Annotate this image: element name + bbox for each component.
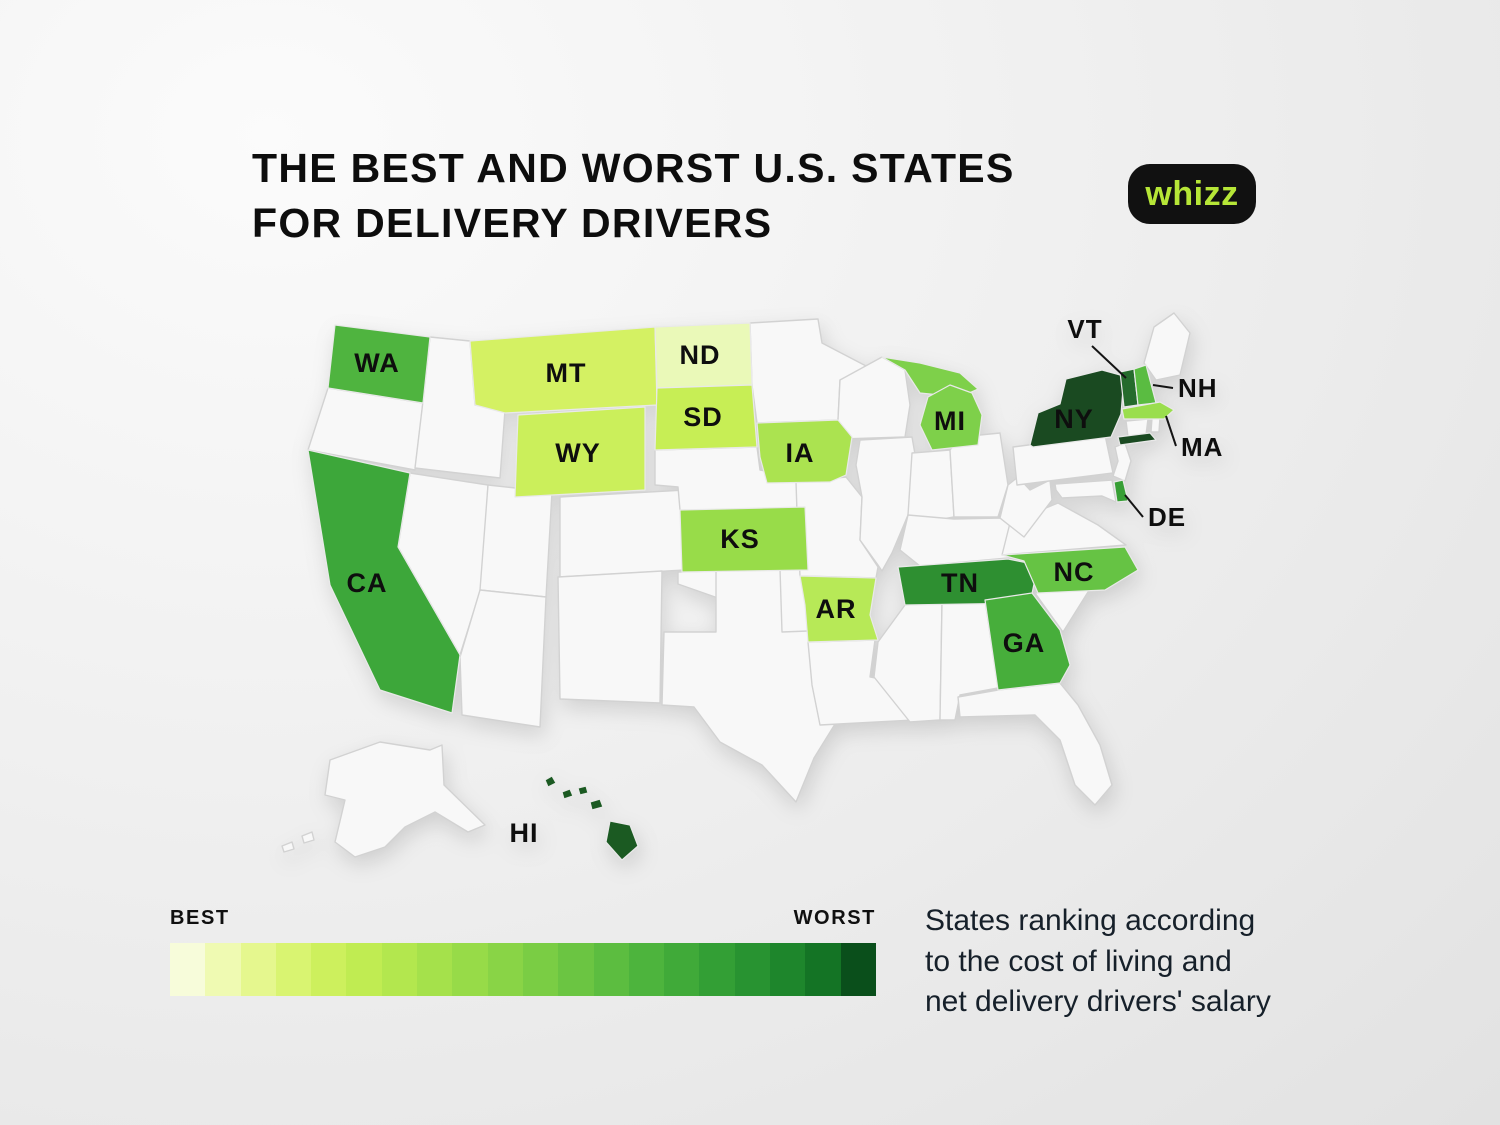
legend-step <box>628 943 665 996</box>
legend-step <box>311 943 347 996</box>
legend-gradient <box>170 943 876 996</box>
page-title-line1: THE BEST AND WORST U.S. STATES <box>252 145 1015 191</box>
legend-step <box>699 943 735 996</box>
state-hi-island <box>561 788 574 800</box>
legend-step <box>522 943 559 996</box>
state-sd <box>654 384 758 451</box>
state-hi <box>605 820 639 861</box>
state-ut <box>479 484 553 598</box>
legend-step <box>452 943 488 996</box>
legend-step <box>840 943 876 996</box>
page-title: THE BEST AND WORST U.S. STATES FOR DELIV… <box>252 141 1015 251</box>
state-de <box>1113 479 1129 503</box>
state-label-ny: NY <box>1054 404 1094 434</box>
legend-step <box>664 943 700 996</box>
state-az <box>459 589 547 728</box>
state-fl <box>957 682 1113 806</box>
legend-step <box>558 943 594 996</box>
state-label-wy: WY <box>555 438 601 468</box>
legend-best-label: BEST <box>170 907 230 929</box>
state-nm <box>557 570 663 704</box>
legend-step <box>170 943 206 996</box>
state-nc <box>1001 546 1139 594</box>
legend-step <box>593 943 629 996</box>
state-label-nc: NC <box>1054 557 1095 587</box>
state-co <box>559 489 686 578</box>
state-label-wa: WA <box>354 348 400 378</box>
caption-line2: to the cost of living and <box>925 944 1232 978</box>
state-label-nh: NH <box>1178 373 1218 403</box>
state-in <box>907 449 955 524</box>
ak-island <box>281 841 295 853</box>
state-label-sd: SD <box>683 402 723 432</box>
legend-step <box>487 943 523 996</box>
state-label-ia: IA <box>786 438 815 468</box>
legend-step <box>770 943 806 996</box>
legend-worst-label: WORST <box>793 907 876 929</box>
state-mi <box>919 384 983 451</box>
state-label-ga: GA <box>1003 628 1046 658</box>
state-ia <box>756 419 853 484</box>
whizz-logo-text: whizz <box>1145 174 1239 213</box>
whizz-logo: whizz <box>1128 164 1256 224</box>
page-title-line2: FOR DELIVERY DRIVERS <box>252 199 773 246</box>
state-label-vt: VT <box>1067 314 1102 344</box>
state-wa <box>327 324 431 404</box>
state-ny-long-island <box>1117 432 1157 446</box>
state-wy <box>514 406 646 498</box>
state-nj <box>1112 442 1132 482</box>
state-mt <box>469 326 658 414</box>
caption-line3: net delivery drivers' salary <box>925 985 1271 1018</box>
legend-step <box>205 943 241 996</box>
state-tx <box>661 568 849 803</box>
state-label-ca: CA <box>347 568 388 598</box>
state-label-ma: MA <box>1181 432 1223 462</box>
state-label-de: DE <box>1148 502 1186 532</box>
legend-labels: BEST WORST <box>170 907 876 930</box>
caption: States ranking according to the cost of … <box>925 901 1271 1023</box>
state-label-nd: ND <box>680 340 721 370</box>
state-ar <box>799 575 879 643</box>
state-label-ks: KS <box>720 524 760 554</box>
caption-line1: States ranking according <box>925 904 1256 937</box>
state-md <box>1054 479 1117 503</box>
state-hi-island <box>589 798 604 811</box>
state-label-mi: MI <box>934 406 966 436</box>
legend-step <box>346 943 382 996</box>
state-ks <box>679 506 809 573</box>
state-hi-island <box>544 775 557 788</box>
state-label-hi: HI <box>510 818 539 848</box>
state-wv <box>999 476 1053 538</box>
state-label-tn: TN <box>941 568 979 598</box>
legend-step <box>734 943 771 996</box>
state-ak <box>324 741 486 858</box>
state-ca <box>307 449 461 714</box>
state-ma <box>1121 401 1175 420</box>
legend-step <box>805 943 841 996</box>
state-ga <box>984 592 1071 691</box>
callout-line-ma <box>1165 415 1177 447</box>
us-map: WA MT ND SD WY CA KS IA AR MI TN NC GA N… <box>281 312 1223 861</box>
callout-line-vt <box>1091 345 1127 379</box>
state-label-mt: MT <box>546 358 587 388</box>
state-hi-island <box>577 785 589 796</box>
ak-island <box>301 831 315 844</box>
legend-step <box>417 943 453 996</box>
state-label-ar: AR <box>816 594 857 624</box>
legend-step <box>275 943 312 996</box>
callout-line-nh <box>1152 384 1174 389</box>
callout-line-de <box>1124 494 1144 518</box>
legend-step <box>381 943 418 996</box>
legend-step <box>240 943 276 996</box>
state-ny <box>1029 369 1125 448</box>
state-me <box>1143 312 1191 381</box>
